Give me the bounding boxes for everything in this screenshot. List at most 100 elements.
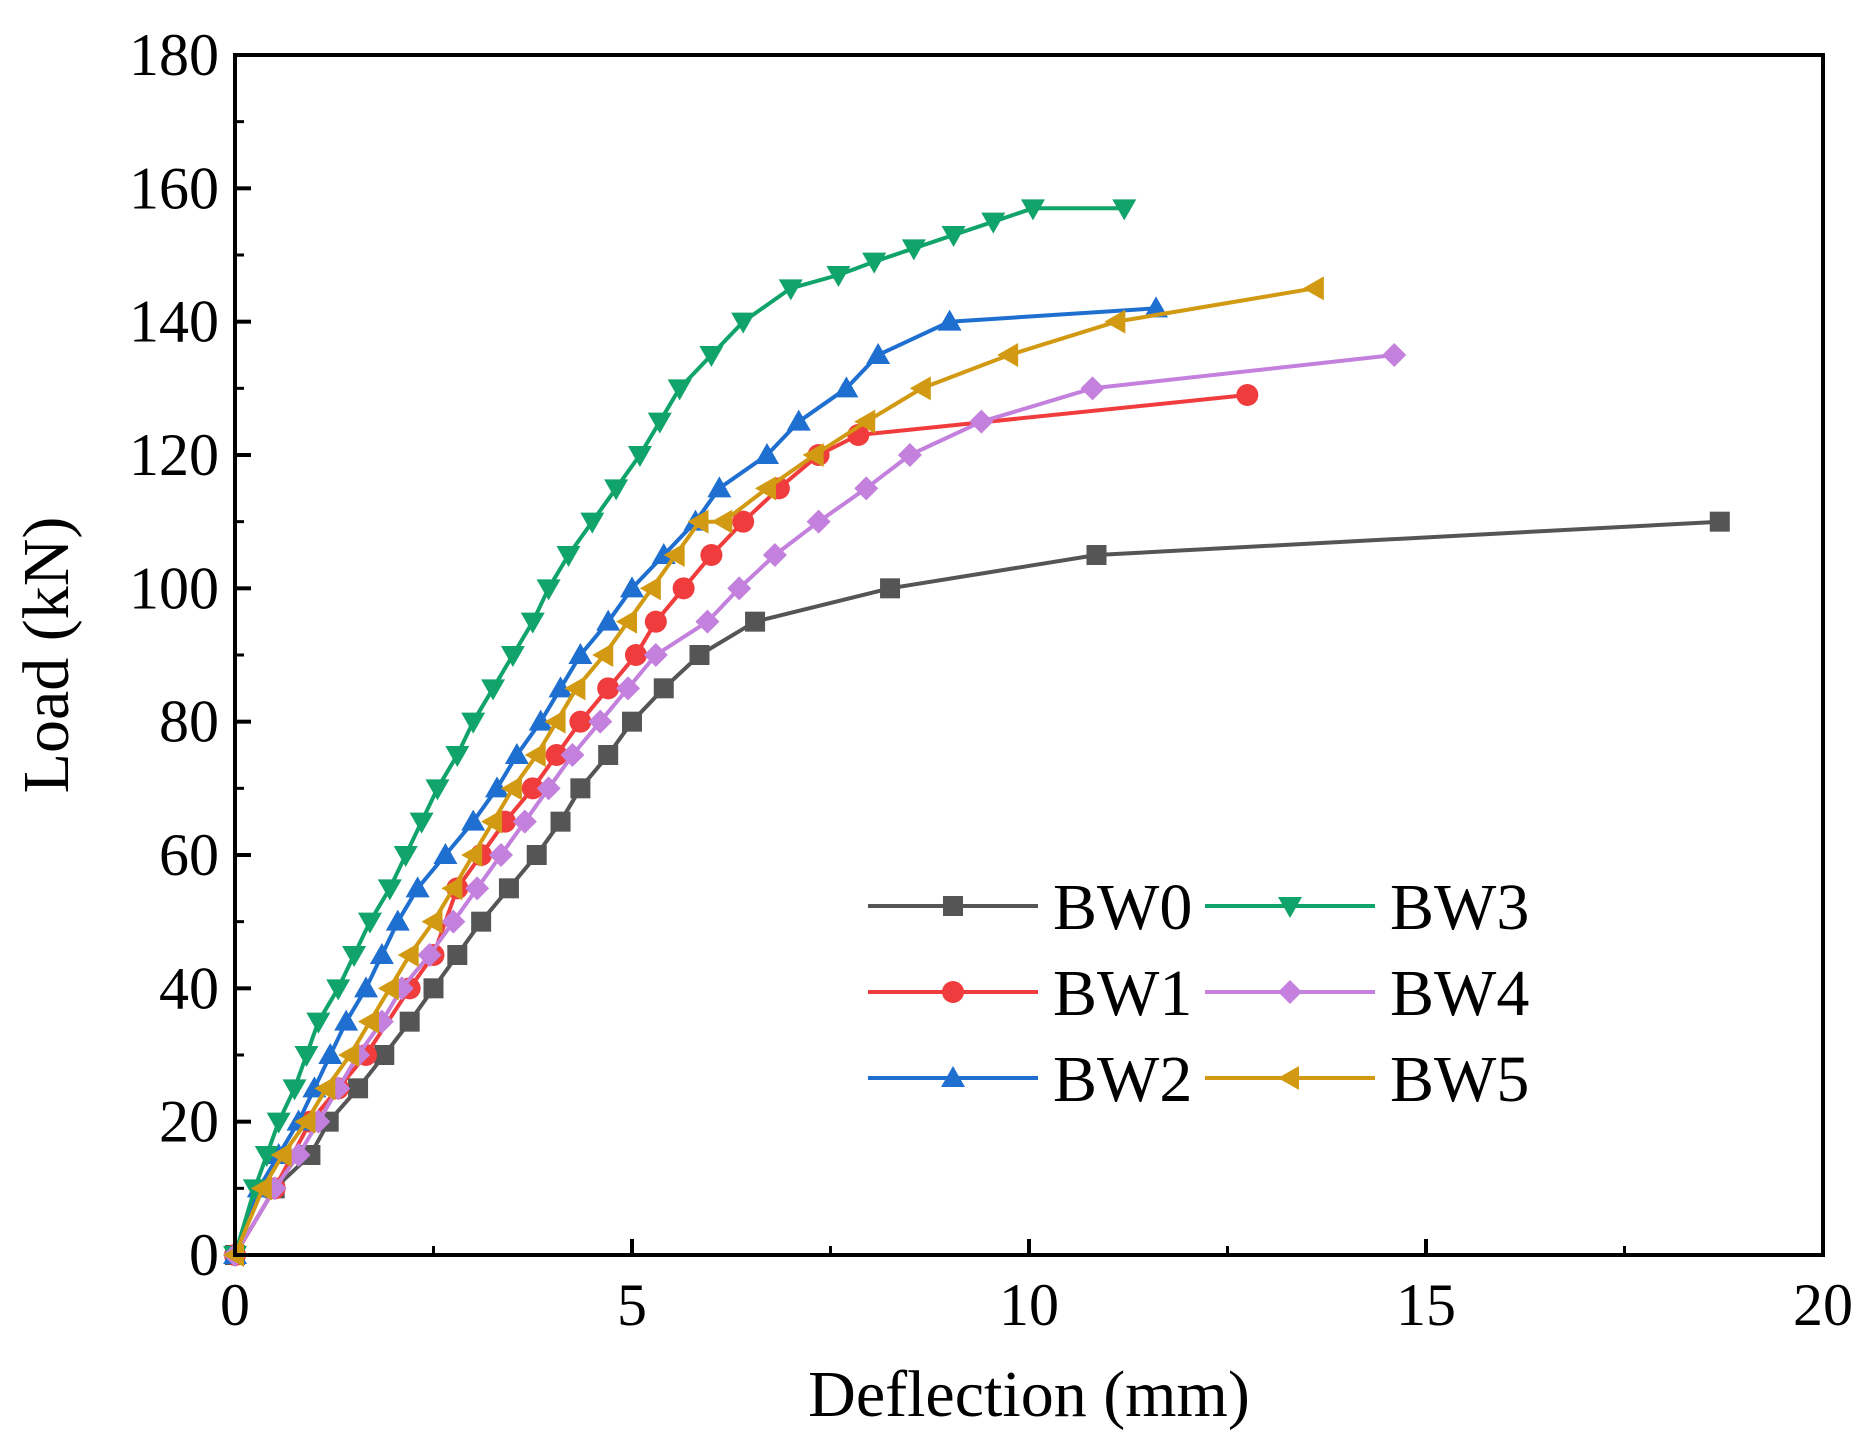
data-point-bw2 [461, 809, 486, 831]
data-point-bw3 [306, 1012, 331, 1034]
data-point-bw2 [596, 609, 621, 631]
data-point-bw3 [862, 252, 887, 274]
data-point-bw0 [689, 645, 710, 665]
y-tick-label: 140 [129, 289, 219, 355]
data-point-bw5 [461, 843, 483, 867]
legend-item-bw5: BW5 [1205, 1043, 1529, 1116]
data-point-bw3 [901, 239, 926, 261]
data-point-bw3 [409, 812, 434, 834]
data-point-bw3 [1020, 199, 1045, 221]
data-point-bw2 [528, 709, 553, 731]
data-point-bw3 [826, 266, 851, 287]
data-point-bw5 [754, 476, 776, 501]
data-point-bw5 [270, 1143, 292, 1167]
data-point-bw2 [334, 1009, 359, 1031]
data-point-bw2 [485, 776, 510, 798]
x-axis-title: Deflection (mm) [808, 1358, 1250, 1431]
data-point-bw5 [616, 609, 638, 634]
data-point-bw0 [498, 878, 519, 899]
data-point-bw2 [369, 943, 394, 964]
data-point-bw3 [445, 746, 470, 767]
data-point-bw2 [866, 343, 891, 364]
data-point-bw3 [604, 479, 629, 501]
data-point-bw3 [556, 546, 581, 567]
data-point-bw3 [500, 646, 525, 667]
legend-marker-bw0 [943, 896, 963, 916]
legend-item-bw0: BW0 [868, 871, 1192, 944]
x-tick-label: 20 [1793, 1272, 1853, 1338]
legend-item-bw1: BW1 [868, 957, 1192, 1030]
legend-label-bw1: BW1 [1053, 957, 1192, 1030]
data-point-bw4 [417, 943, 442, 967]
data-point-bw2 [620, 576, 644, 598]
data-point-bw1 [732, 510, 755, 533]
data-point-bw4 [897, 443, 922, 467]
data-point-bw0 [1709, 511, 1730, 532]
legend-marker-bw1 [942, 981, 964, 1003]
data-point-bw2 [385, 909, 410, 931]
data-point-bw5 [441, 876, 463, 901]
data-point-bw2 [318, 1043, 343, 1064]
data-point-bw0 [447, 945, 468, 965]
data-point-bw4 [616, 676, 641, 701]
data-point-bw5 [564, 676, 586, 701]
data-point-bw5 [997, 343, 1019, 367]
data-point-bw5 [377, 976, 399, 1001]
y-axis-title: Load (kN) [10, 517, 83, 794]
data-point-bw3 [326, 979, 351, 1001]
data-point-bw3 [1112, 199, 1137, 221]
data-point-bw3 [342, 946, 367, 967]
data-point-bw2 [302, 1076, 327, 1098]
data-point-bw4 [695, 609, 720, 634]
data-point-bw5 [421, 909, 443, 934]
y-tick-label: 20 [159, 1089, 219, 1155]
series-bw2 [223, 296, 1169, 1264]
data-point-bw0 [598, 745, 619, 765]
data-point-bw4 [588, 709, 613, 734]
data-point-bw2 [651, 543, 676, 564]
data-point-bw5 [1302, 276, 1324, 301]
data-point-bw3 [647, 412, 672, 434]
data-point-bw2 [754, 443, 779, 464]
data-point-bw3 [357, 912, 382, 934]
x-tick-label: 5 [617, 1272, 647, 1338]
legend-item-bw3: BW3 [1205, 871, 1529, 944]
series-bw0 [225, 511, 1730, 1265]
data-point-bw0 [653, 678, 674, 699]
data-point-bw1 [624, 644, 647, 666]
data-point-bw5 [802, 443, 824, 467]
series-bw5 [223, 276, 1324, 1267]
data-point-bw0 [423, 978, 444, 999]
data-point-bw4 [441, 909, 466, 934]
data-point-bw0 [526, 845, 547, 865]
data-point-bw0 [880, 578, 901, 599]
data-point-bw4 [643, 643, 668, 667]
y-tick-label: 80 [159, 689, 219, 755]
y-tick-label: 60 [159, 822, 219, 888]
data-point-bw0 [622, 711, 642, 732]
data-point-bw5 [592, 643, 614, 667]
data-point-bw5 [909, 376, 931, 401]
data-point-bw3 [254, 1146, 279, 1167]
legend-marker-bw3 [1278, 897, 1302, 918]
legend-marker-bw5 [1278, 1066, 1299, 1090]
data-point-bw3 [699, 346, 724, 367]
series-line-bw0 [233, 519, 1720, 1257]
legend-marker-bw2 [941, 1066, 965, 1087]
legend-item-bw2: BW2 [868, 1043, 1192, 1116]
data-point-bw5 [314, 1076, 336, 1101]
legend-label-bw4: BW4 [1390, 957, 1529, 1030]
legend-marker-bw4 [1278, 980, 1302, 1004]
data-point-bw5 [524, 743, 546, 767]
data-point-bw3 [941, 226, 966, 247]
data-point-bw3 [981, 212, 1006, 234]
data-point-bw0 [570, 778, 591, 799]
data-point-bw4 [969, 409, 994, 434]
data-point-bw5 [711, 509, 733, 534]
series-layer [223, 199, 1730, 1267]
data-point-bw2 [548, 676, 573, 698]
data-point-bw0 [374, 1045, 395, 1065]
data-point-bw3 [580, 512, 605, 534]
data-point-bw5 [294, 1109, 316, 1134]
